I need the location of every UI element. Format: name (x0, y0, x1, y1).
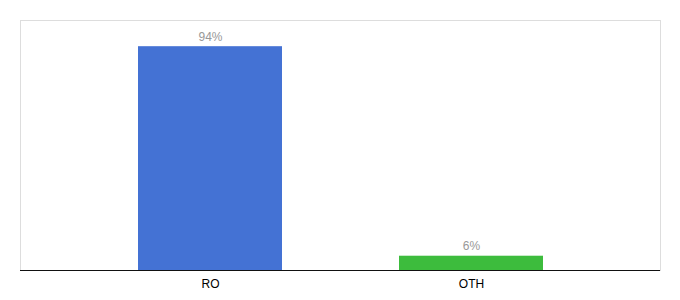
svg-text:RO: RO (202, 277, 220, 291)
svg-text:OTH: OTH (459, 277, 484, 291)
svg-text:6%: 6% (463, 239, 481, 253)
svg-text:94%: 94% (198, 30, 222, 44)
